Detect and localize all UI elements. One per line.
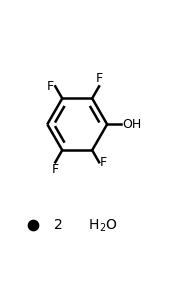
Text: OH: OH [122, 118, 141, 131]
Text: F: F [100, 156, 107, 169]
Text: H: H [89, 218, 99, 232]
Text: O: O [105, 218, 116, 232]
Text: F: F [96, 72, 103, 85]
Text: F: F [52, 163, 59, 176]
Text: 2: 2 [99, 223, 105, 233]
Text: 2: 2 [53, 218, 62, 232]
Text: F: F [47, 80, 54, 93]
Point [31, 223, 34, 228]
